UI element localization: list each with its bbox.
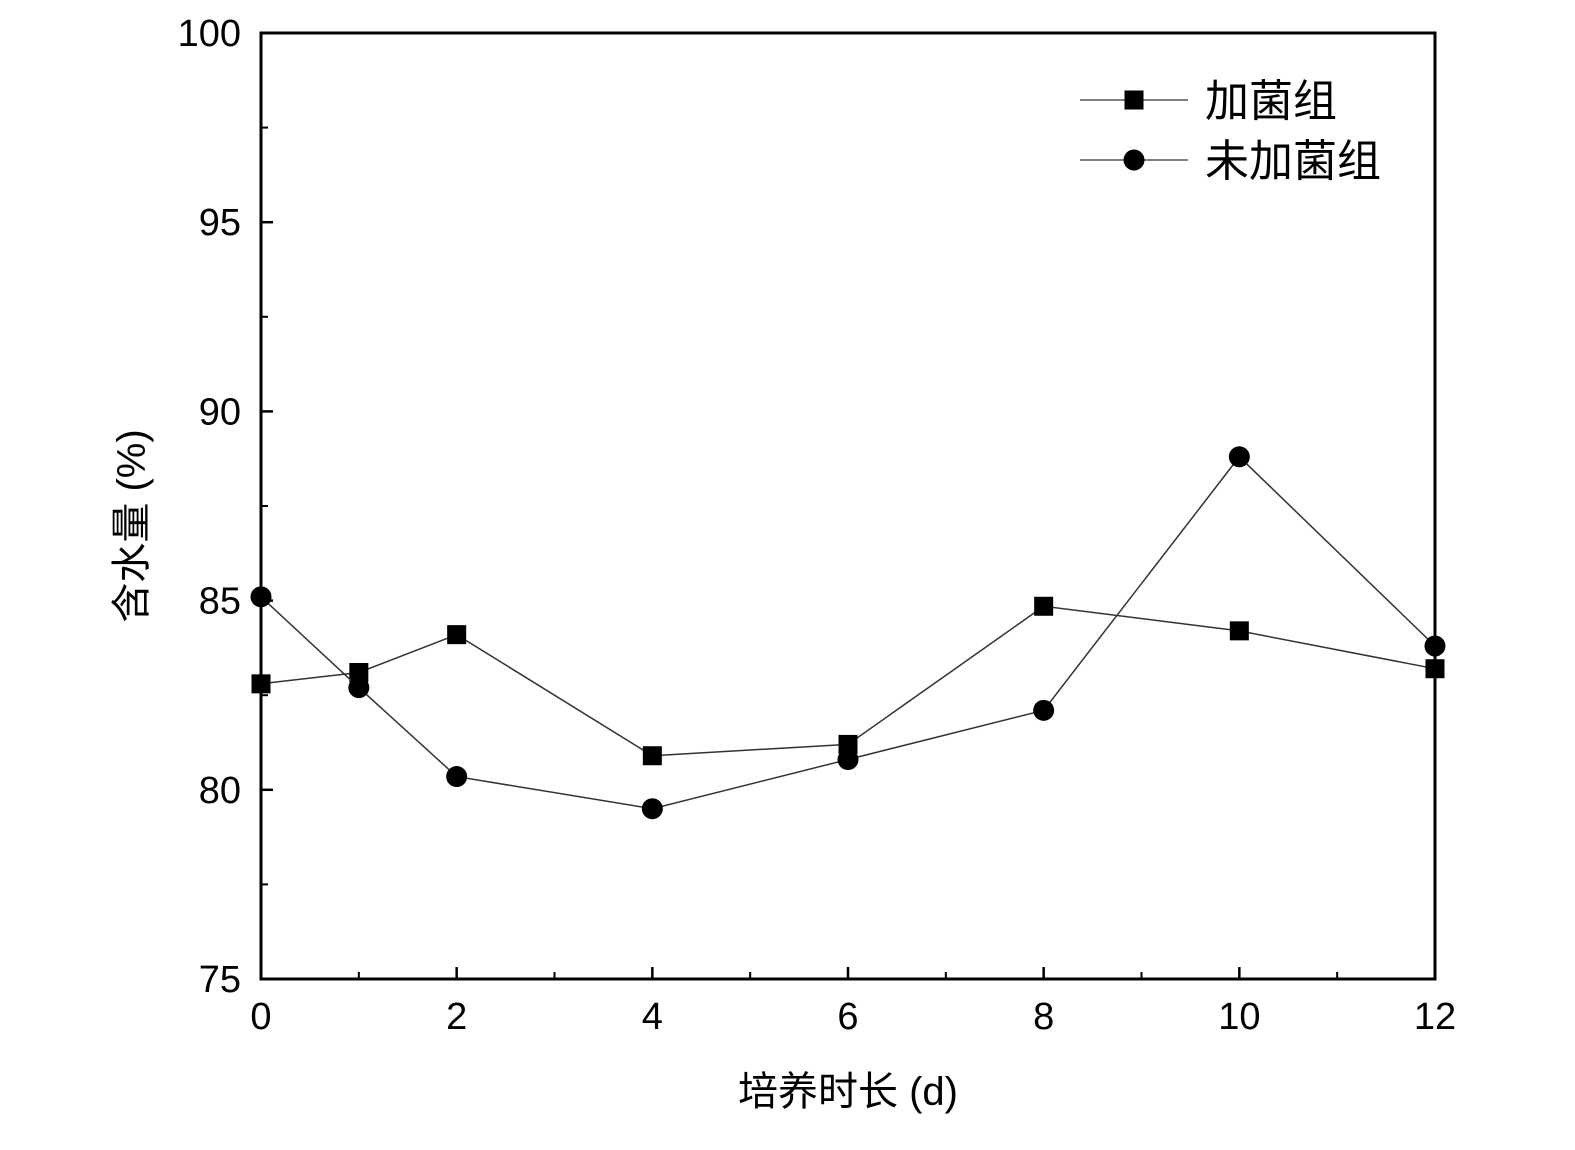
legend: 加菌组 未加菌组 xyxy=(1080,77,1381,186)
data-point-circle xyxy=(1228,446,1250,468)
legend-item-series-1: 未加菌组 xyxy=(1080,137,1381,186)
y-tick-label: 80 xyxy=(199,770,241,812)
data-point-circle xyxy=(1033,699,1055,721)
series-line-1 xyxy=(260,455,1436,810)
series-line-0 xyxy=(260,605,1436,757)
y-tick-label: 95 xyxy=(199,202,241,244)
x-tick-label: 4 xyxy=(642,996,663,1038)
legend-label-series-1: 未加菌组 xyxy=(1205,137,1381,186)
legend-item-series-0: 加菌组 xyxy=(1080,77,1337,126)
legend-marker-square xyxy=(1124,90,1144,110)
x-tick-label: 6 xyxy=(837,996,858,1038)
x-tick-label: 10 xyxy=(1218,996,1260,1038)
y-tick-label: 90 xyxy=(199,391,241,433)
x-tick-label: 0 xyxy=(250,996,271,1038)
data-point-circle xyxy=(446,766,468,788)
data-point-circle xyxy=(348,677,370,699)
legend-marker-circle xyxy=(1123,149,1145,171)
data-point-square xyxy=(447,625,467,645)
x-tick-label: 8 xyxy=(1033,996,1054,1038)
data-point-circle xyxy=(641,798,663,820)
data-point-circle xyxy=(837,749,859,771)
tick-labels: 0 2 4 6 8 10 12 75 80 85 90 95 100 xyxy=(178,13,1457,1038)
y-tick-label: 85 xyxy=(199,581,241,623)
legend-label-series-0: 加菌组 xyxy=(1205,77,1337,126)
x-tick-label: 2 xyxy=(446,996,467,1038)
y-axis-label: 含水量 (%) xyxy=(110,429,154,622)
data-point-square xyxy=(642,746,662,766)
data-point-square xyxy=(838,734,858,754)
x-tick-label: 12 xyxy=(1414,996,1456,1038)
data-point-square xyxy=(1229,621,1249,641)
series-layer xyxy=(250,446,1446,820)
x-axis-label: 培养时长 (d) xyxy=(738,1070,958,1114)
y-tick-label: 75 xyxy=(199,959,241,1001)
y-tick-label: 100 xyxy=(178,13,241,55)
data-point-square xyxy=(349,662,369,682)
plot-frame xyxy=(259,31,1437,981)
data-point-square xyxy=(1034,596,1054,616)
